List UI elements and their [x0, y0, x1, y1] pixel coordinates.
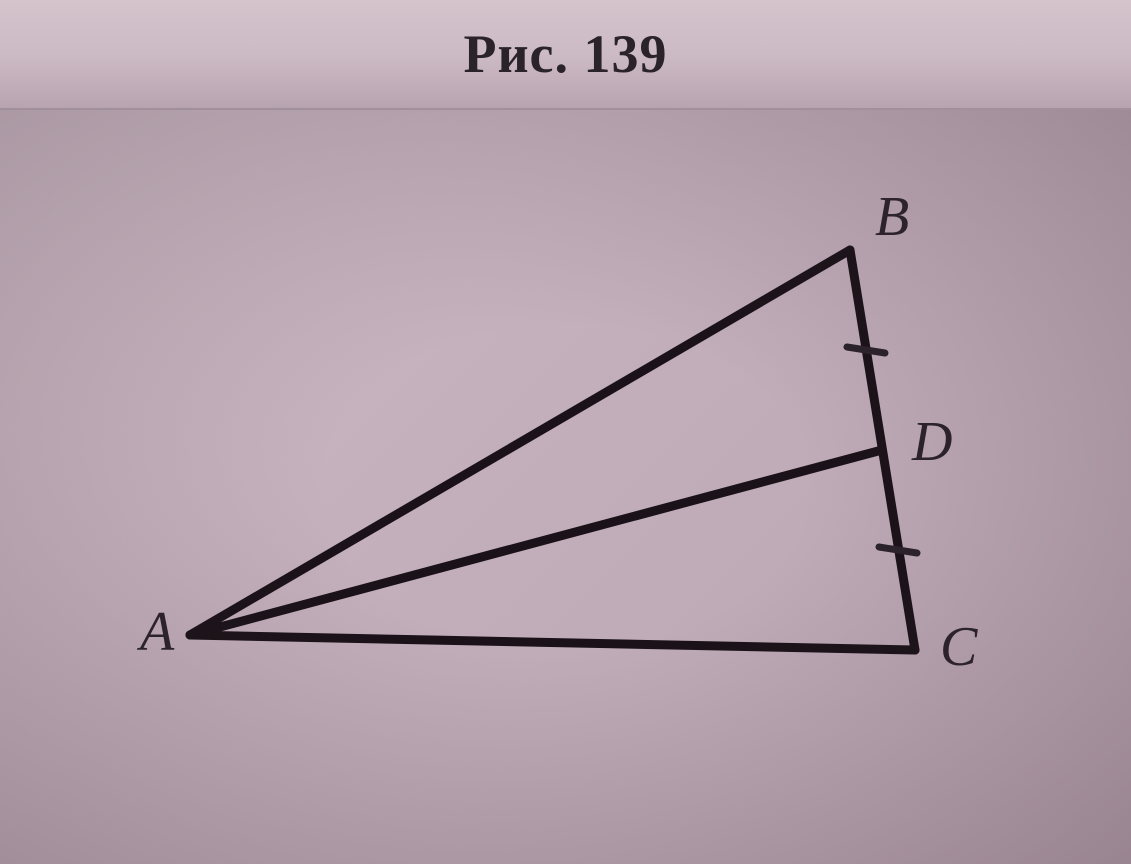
label-C: C: [940, 616, 978, 678]
tick-DC: [879, 547, 917, 553]
edge-AB: [190, 250, 850, 635]
paper-area: A B C D: [0, 110, 1131, 864]
diagram-container: A B C D: [130, 160, 1000, 740]
figure-title: Рис. 139: [463, 23, 667, 85]
label-D: D: [911, 411, 952, 473]
label-B: B: [875, 186, 909, 248]
triangle-edges: [190, 250, 915, 650]
tick-BD: [847, 347, 885, 353]
header-band: Рис. 139: [0, 0, 1131, 110]
label-A: A: [136, 601, 175, 663]
triangle-diagram: A B C D: [130, 160, 1000, 740]
edge-AD-median: [190, 450, 882, 635]
edge-CA: [190, 635, 915, 650]
